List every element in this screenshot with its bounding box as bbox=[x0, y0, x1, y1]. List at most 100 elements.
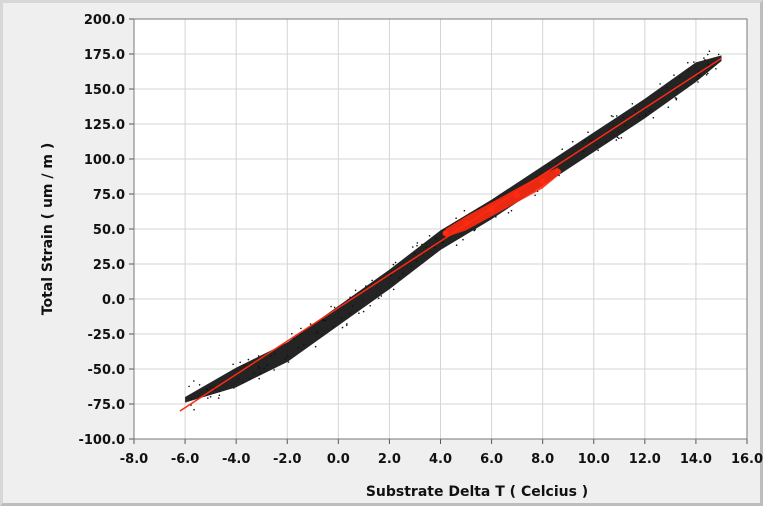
black-point bbox=[346, 323, 348, 325]
black-point bbox=[263, 368, 265, 370]
black-point bbox=[243, 364, 245, 366]
black-point bbox=[258, 367, 261, 369]
black-point bbox=[697, 70, 700, 72]
black-point bbox=[605, 141, 608, 143]
black-point bbox=[390, 274, 392, 277]
x-tick-label: -2.0 bbox=[273, 452, 301, 467]
black-point bbox=[687, 61, 689, 64]
black-point bbox=[675, 98, 678, 101]
black-point bbox=[693, 61, 695, 63]
black-point bbox=[392, 263, 395, 266]
black-point bbox=[595, 144, 598, 146]
black-point bbox=[675, 97, 678, 100]
black-point bbox=[392, 288, 395, 291]
black-point bbox=[610, 115, 613, 117]
black-point bbox=[354, 289, 357, 292]
black-point bbox=[253, 372, 255, 375]
black-point bbox=[284, 357, 286, 360]
y-tick-label: 175.0 bbox=[84, 48, 125, 63]
black-point bbox=[314, 345, 317, 348]
black-point bbox=[706, 53, 709, 56]
y-tick-label: 0.0 bbox=[102, 293, 125, 308]
x-tick-label: 16.0 bbox=[731, 452, 763, 467]
black-point bbox=[507, 212, 510, 214]
black-point bbox=[493, 199, 496, 201]
black-point bbox=[207, 397, 209, 399]
black-point bbox=[561, 148, 563, 150]
black-point bbox=[428, 235, 431, 237]
black-point bbox=[340, 317, 343, 319]
black-point bbox=[316, 331, 319, 333]
black-point bbox=[462, 238, 464, 241]
x-tick-label: 10.0 bbox=[578, 452, 610, 467]
red-point bbox=[488, 206, 495, 213]
black-point bbox=[303, 344, 305, 346]
black-point bbox=[188, 385, 190, 388]
black-point bbox=[673, 74, 675, 76]
black-point bbox=[584, 139, 586, 142]
x-tick-label: 6.0 bbox=[480, 452, 503, 467]
black-point bbox=[205, 388, 208, 390]
black-point bbox=[645, 113, 647, 115]
black-point bbox=[434, 237, 437, 240]
black-point bbox=[237, 378, 240, 380]
red-point bbox=[554, 168, 561, 175]
x-axis-title: Substrate Delta T ( Celcius ) bbox=[366, 484, 588, 500]
black-point bbox=[455, 217, 457, 219]
black-point bbox=[411, 265, 413, 267]
black-point bbox=[270, 354, 272, 357]
plot-border bbox=[133, 18, 748, 440]
black-point bbox=[371, 279, 373, 282]
x-tick-label: 0.0 bbox=[327, 452, 350, 467]
y-tick-label: 50.0 bbox=[93, 223, 125, 238]
black-point bbox=[190, 398, 193, 400]
black-point bbox=[218, 394, 221, 397]
black-point bbox=[715, 68, 717, 70]
red-point bbox=[539, 178, 546, 185]
red-points bbox=[442, 168, 561, 237]
black-point bbox=[666, 86, 668, 89]
black-point bbox=[571, 140, 574, 143]
black-point bbox=[674, 97, 677, 99]
black-point bbox=[193, 380, 195, 382]
black-point bbox=[676, 88, 678, 91]
black-point bbox=[247, 358, 250, 361]
black-point bbox=[233, 387, 235, 389]
y-tick-label: -100.0 bbox=[78, 433, 125, 448]
black-point bbox=[365, 285, 367, 287]
x-tick-label: -8.0 bbox=[120, 452, 148, 467]
black-point bbox=[209, 386, 211, 388]
black-point bbox=[624, 124, 626, 127]
x-tick-label: 14.0 bbox=[680, 452, 712, 467]
grid-lines bbox=[134, 19, 747, 439]
black-point bbox=[198, 384, 201, 386]
black-point bbox=[257, 365, 260, 368]
black-point bbox=[612, 115, 614, 118]
black-point bbox=[703, 57, 705, 59]
y-tick-label: -75.0 bbox=[88, 398, 125, 413]
black-point bbox=[358, 312, 360, 315]
y-tick-label: -50.0 bbox=[88, 363, 125, 378]
black-point bbox=[433, 246, 436, 249]
black-point bbox=[232, 363, 234, 366]
black-point bbox=[441, 241, 444, 244]
red-point bbox=[442, 230, 449, 237]
black-point bbox=[209, 396, 212, 398]
black-point bbox=[416, 244, 418, 247]
black-point bbox=[193, 408, 195, 411]
y-tick-label: 100.0 bbox=[84, 153, 125, 168]
black-point bbox=[206, 388, 209, 391]
black-point bbox=[300, 333, 302, 335]
red-point bbox=[463, 220, 470, 227]
black-point bbox=[351, 305, 354, 307]
black-point bbox=[708, 50, 711, 52]
black-point bbox=[678, 76, 681, 79]
black-point bbox=[615, 139, 618, 141]
y-tick-labels: 200.0 175.0 150.0 125.0 100.0 75.0 50.0 25.0 0.0… bbox=[78, 13, 125, 448]
x-tick-label: 8.0 bbox=[531, 452, 554, 467]
black-point bbox=[292, 337, 295, 340]
black-point bbox=[687, 69, 689, 71]
black-point bbox=[239, 361, 241, 364]
black-point bbox=[322, 319, 325, 322]
x-tick-label: 12.0 bbox=[629, 452, 661, 467]
